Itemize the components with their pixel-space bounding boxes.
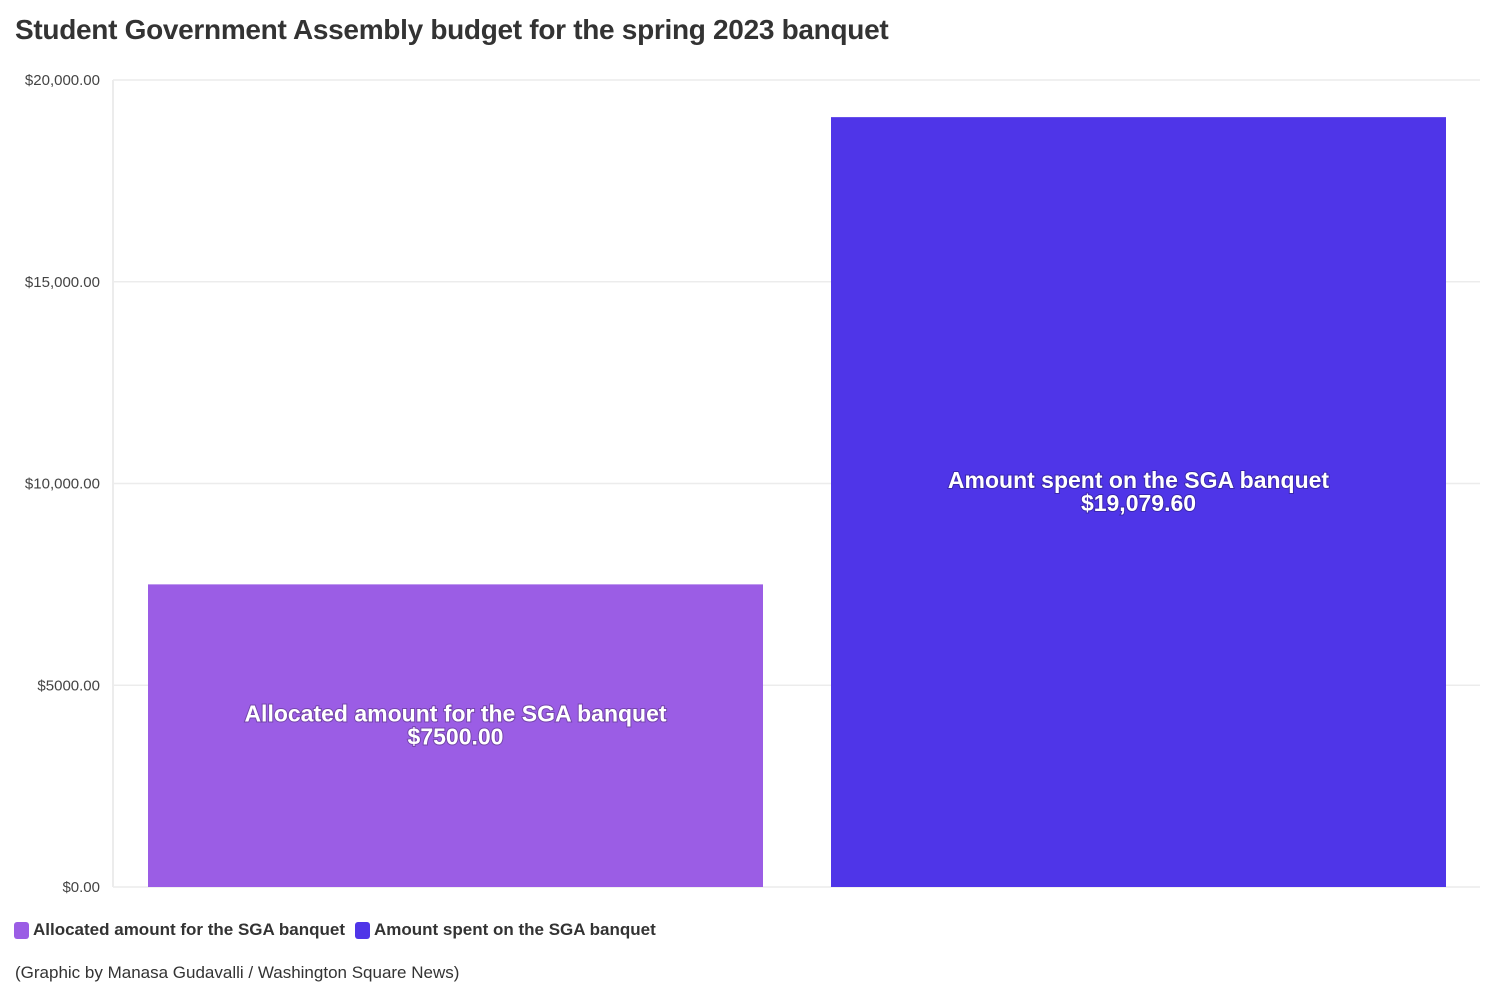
- legend-swatch-allocated: [14, 921, 29, 939]
- y-axis-ticks: $0.00 $5000.00 $10,000.00 $15,000.00 $20,000…: [25, 72, 100, 896]
- bar-allocated-value-label: $7500.00: [408, 724, 504, 750]
- bars: [148, 117, 1446, 888]
- legend-label-allocated: Allocated amount for the SGA banquet: [33, 920, 345, 939]
- bar-spent-value-label: $19,079.60: [1081, 490, 1196, 516]
- legend-item-spent[interactable]: Amount spent on the SGA banquet: [355, 920, 656, 940]
- bar-spent-category-label: Amount spent on the SGA banquet: [948, 467, 1330, 493]
- bar-chart: $0.00 $5000.00 $10,000.00 $15,000.00 $20,000…: [25, 72, 1480, 896]
- legend-swatch-spent: [355, 921, 370, 939]
- chart-title: Student Government Assembly budget for t…: [15, 14, 889, 45]
- bar-allocated[interactable]: [148, 584, 763, 887]
- footer-credit: (Graphic by Manasa Gudavalli / Washingto…: [15, 963, 460, 982]
- y-tick-label: $20,000.00: [25, 72, 100, 89]
- bar-spent[interactable]: [831, 117, 1446, 888]
- y-tick-label: $10,000.00: [25, 476, 100, 493]
- bar-allocated-category-label: Allocated amount for the SGA banquet: [244, 701, 666, 727]
- legend-label-spent: Amount spent on the SGA banquet: [374, 920, 656, 939]
- legend-item-allocated[interactable]: Allocated amount for the SGA banquet: [14, 920, 345, 940]
- y-tick-label: $15,000.00: [25, 274, 100, 291]
- legend: Allocated amount for the SGA banquet Amo…: [14, 920, 666, 940]
- y-tick-label: $5000.00: [37, 677, 100, 694]
- bar-labels: Allocated amount for the SGA banquet$750…: [243, 466, 1330, 751]
- y-tick-label: $0.00: [62, 879, 100, 896]
